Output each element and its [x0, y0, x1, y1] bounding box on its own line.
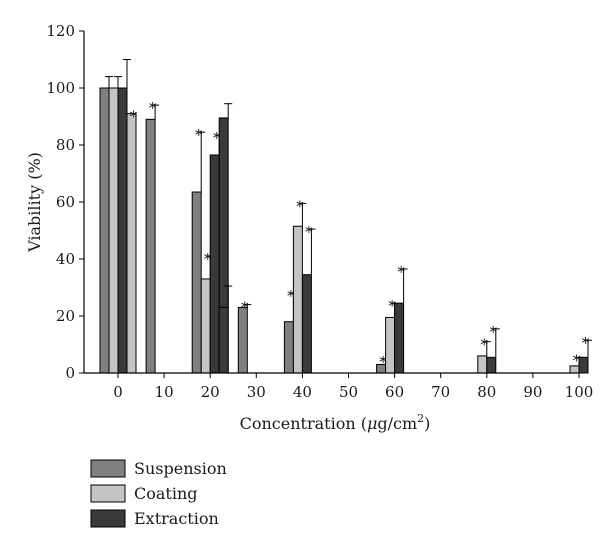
legend-swatch-extraction: [90, 509, 126, 528]
x-axis-title-unit: g/cm: [377, 414, 417, 433]
y-tick-label: 60: [56, 193, 75, 211]
coating-40-bar: [292, 225, 303, 374]
suspension-10-bar: [145, 118, 156, 374]
y-tick-label: 0: [65, 364, 75, 382]
y-tick-label: 100: [46, 79, 75, 97]
extraction-0-bar: [117, 87, 128, 374]
coating-80-bar: [477, 355, 488, 374]
extraction-40-star: *: [305, 223, 313, 241]
extraction-40-bar: [301, 274, 312, 374]
extraction-60-star: *: [397, 263, 405, 281]
extra-20-2-bar: [218, 306, 229, 374]
x-tick-label: 40: [293, 383, 312, 401]
y-tick-label: 120: [46, 22, 75, 40]
coating-100-star: *: [573, 351, 581, 369]
x-tick-label: 80: [477, 383, 496, 401]
legend-label-coating: Coating: [134, 484, 198, 503]
y-tick-label: 20: [56, 307, 75, 325]
axes: 0 20 40 60 80 100 120 0 10 20 30 40 50 60 70 80 90 100: [46, 22, 593, 401]
suspension-30-bar: [237, 306, 248, 374]
x-tick-label: 20: [201, 383, 220, 401]
suspension-60-star: *: [379, 353, 387, 371]
suspension-40-star: *: [287, 287, 295, 305]
x-tick-label: 10: [155, 383, 174, 401]
suspension-0-bar: [99, 87, 110, 374]
legend-swatch-coating: [90, 484, 126, 503]
x-tick-label: 50: [339, 383, 358, 401]
coating-20-bar: [200, 278, 211, 374]
extra-0-0-bar: [126, 113, 137, 374]
extraction-60-bar: [394, 302, 405, 374]
extraction-100-bar: [578, 356, 589, 374]
y-tick-label: 40: [56, 250, 75, 268]
legend-swatch-suspension: [90, 459, 126, 478]
x-axis-title-close: ): [424, 414, 430, 433]
x-axis-title-sup: 2: [417, 412, 424, 425]
x-axis-title-main: Concentration (: [240, 414, 367, 433]
x-tick-label: 0: [113, 383, 123, 401]
extraction-80-star: *: [490, 323, 498, 341]
suspension-30-star: *: [241, 299, 249, 317]
suspension-20-star: *: [195, 126, 203, 144]
extraction-20-star: *: [213, 129, 221, 147]
y-tick-label: 80: [56, 136, 75, 154]
suspension-20-bar: [191, 191, 202, 374]
x-tick-label: 30: [247, 383, 266, 401]
legend-label-suspension: Suspension: [134, 459, 227, 478]
x-axis-title-mu: μ: [367, 414, 377, 433]
legend: Suspension Coating Extraction: [90, 459, 227, 528]
extra-0-0-star: *: [130, 108, 138, 126]
plot-area: ****************: [99, 59, 592, 374]
coating-0-bar: [108, 87, 119, 374]
coating-20-star: *: [204, 250, 212, 268]
extraction-100-star: *: [582, 334, 590, 352]
suspension-10-star: *: [149, 99, 157, 117]
x-tick-label: 60: [385, 383, 404, 401]
coating-60-bar: [385, 316, 396, 374]
extraction-80-bar: [486, 356, 497, 374]
legend-label-extraction: Extraction: [134, 509, 219, 528]
extraction-20-bar: [209, 154, 220, 374]
x-tick-label: 70: [431, 383, 450, 401]
suspension-40-bar: [283, 321, 294, 374]
x-tick-label: 90: [523, 383, 542, 401]
coating-80-star: *: [481, 336, 489, 354]
coating-40-star: *: [296, 197, 304, 215]
y-axis-title: Viability (%): [25, 152, 44, 253]
x-axis-title: Concentration (μg/cm2): [240, 412, 431, 433]
x-tick-label: 100: [565, 383, 594, 401]
coating-60-star: *: [388, 297, 396, 315]
